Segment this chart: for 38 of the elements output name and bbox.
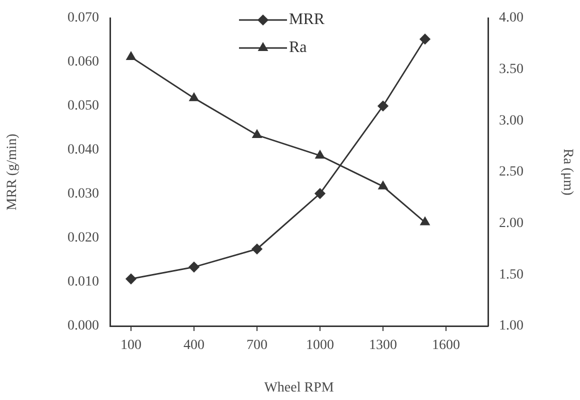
y2-tick-label: 3.50 — [499, 62, 524, 78]
y-tick-label: 0.070 — [68, 10, 99, 26]
y-tick-label: 0.060 — [68, 54, 99, 70]
point — [420, 34, 430, 44]
x-tick-label: 700 — [246, 338, 268, 354]
y2-tick-label: 1.50 — [499, 267, 524, 282]
point — [378, 181, 388, 190]
y2-tick-label: 4.00 — [499, 10, 524, 26]
y2-tick-label: 2.50 — [499, 164, 524, 180]
point — [314, 188, 326, 199]
y-tick-label: 0.000 — [68, 318, 99, 334]
y-tick-label: 0.010 — [68, 274, 99, 290]
y-tick-label: 0.020 — [68, 230, 99, 246]
y-tick-label: 0.040 — [68, 142, 99, 158]
y-tick-label: 0.030 — [68, 186, 99, 202]
point — [315, 150, 325, 159]
legend-label: Ra — [289, 39, 307, 56]
x-tick-label: 1300 — [369, 338, 397, 354]
point — [188, 262, 200, 272]
y2-tick-label: 3.00 — [499, 113, 524, 128]
legend-label: MRR — [289, 11, 325, 28]
point — [126, 52, 136, 60]
x-tick-label: 1600 — [432, 338, 460, 354]
x-tick-label: 1000 — [306, 338, 334, 354]
y2-tick-label: 1.00 — [499, 318, 524, 334]
point — [252, 244, 262, 254]
x-axis-title: Wheel RPM — [264, 380, 334, 396]
y-tick-label: 0.050 — [68, 98, 99, 114]
y2-axis-title: Ra (μm) — [560, 148, 575, 196]
point — [378, 100, 388, 112]
point — [126, 274, 136, 284]
point — [189, 92, 199, 102]
point — [420, 217, 430, 226]
x-tick-label: 100 — [120, 338, 142, 354]
y2-tick-label: 2.00 — [499, 216, 524, 232]
point — [252, 130, 262, 138]
x-tick-label: 400 — [184, 338, 204, 354]
y-axis-title: MRR (g/min) — [5, 133, 20, 210]
